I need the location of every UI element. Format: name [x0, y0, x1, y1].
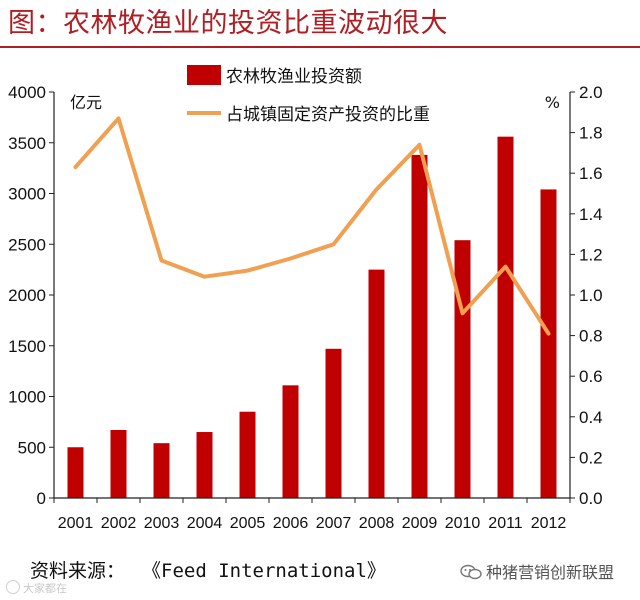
y-left-tick-0: 0 — [37, 489, 46, 508]
x-tick-2002: 2002 — [101, 515, 137, 532]
x-tick-2004: 2004 — [187, 515, 223, 532]
y-right-tick-0.4: 0.4 — [579, 408, 603, 427]
x-tick-2006: 2006 — [273, 515, 309, 532]
bar-2010 — [454, 240, 471, 498]
y-right-tick-1.4: 1.4 — [579, 205, 603, 224]
y-right-tick-0.8: 0.8 — [579, 327, 603, 346]
bar-2012 — [540, 189, 557, 498]
ratio-point-2001 — [75, 166, 76, 168]
bar-2005 — [239, 411, 256, 498]
ratio-point-2011 — [505, 266, 506, 268]
y-right-tick-1.6: 1.6 — [579, 164, 603, 183]
watermark-right-text: 种猪营销创新联盟 — [486, 563, 615, 582]
bar-2002 — [110, 429, 127, 498]
bar-2006 — [282, 385, 299, 498]
y-left-unit: 亿元 — [70, 93, 102, 112]
title-rule — [0, 46, 640, 48]
legend-bar-label: 农林牧渔业投资额 — [226, 67, 362, 87]
bar-2003 — [153, 443, 170, 498]
ratio-point-2007 — [333, 243, 334, 245]
y-left-tick-4000: 4000 — [8, 83, 46, 102]
source-row: 资料来源： 《Feed International》 — [30, 556, 610, 586]
y-right-tick-0.6: 0.6 — [579, 367, 603, 386]
ratio-line — [73, 116, 551, 336]
y-right-tick-1.0: 1.0 — [579, 286, 603, 305]
watermark-left: 大家都在 — [6, 580, 116, 598]
y-left-tick-1000: 1000 — [8, 388, 46, 407]
source-label: 资料来源： — [30, 560, 126, 582]
y-left-tick-3000: 3000 — [8, 185, 46, 204]
ratio-point-2004 — [204, 276, 205, 278]
bar-2001 — [67, 447, 84, 498]
bar-2011 — [497, 136, 514, 498]
y-left-tick-2500: 2500 — [8, 235, 46, 254]
legend-bar-swatch — [187, 65, 221, 85]
ratio-point-2002 — [118, 117, 119, 119]
x-tick-2003: 2003 — [144, 515, 180, 532]
ratio-point-2010 — [462, 312, 463, 314]
x-tick-2009: 2009 — [402, 515, 438, 532]
y-right-tick-2.0: 2.0 — [579, 83, 603, 102]
weibo-icon — [6, 580, 20, 594]
x-tick-2005: 2005 — [230, 515, 266, 532]
y-right-tick-1.2: 1.2 — [579, 245, 603, 264]
ratio-point-2005 — [247, 270, 248, 272]
wechat-icon — [460, 564, 482, 580]
y-left-tick-2000: 2000 — [8, 286, 46, 305]
ratio-point-2006 — [290, 257, 291, 259]
x-tick-2008: 2008 — [359, 515, 395, 532]
y-left-tick-1500: 1500 — [8, 337, 46, 356]
x-tick-2010: 2010 — [445, 515, 481, 532]
x-tick-2012: 2012 — [531, 515, 567, 532]
y-right-tick-0.0: 0.0 — [579, 489, 603, 508]
bar-2008 — [368, 269, 385, 498]
ratio-point-2003 — [161, 259, 162, 261]
ratio-point-2008 — [376, 188, 377, 190]
y-left-tick-3500: 3500 — [8, 134, 46, 153]
y-right-tick-0.2: 0.2 — [579, 448, 603, 467]
page-title: 图：农林牧渔业的投资比重波动很大 — [8, 8, 448, 39]
watermark-right: 种猪营销创新联盟 — [460, 560, 636, 586]
ratio-point-2012 — [548, 333, 549, 335]
x-tick-2011: 2011 — [488, 515, 523, 532]
legend-line-label: 占城镇固定资产投资的比重 — [226, 105, 430, 125]
y-right-unit: % — [545, 93, 560, 112]
bar-2007 — [325, 348, 342, 498]
source-name: 《Feed International》 — [142, 560, 386, 582]
bar-2009 — [411, 154, 428, 498]
bar-2004 — [196, 432, 213, 498]
x-tick-2001: 2001 — [58, 515, 94, 532]
y-right-tick-1.8: 1.8 — [579, 124, 603, 143]
y-left-tick-500: 500 — [18, 438, 46, 457]
investment-chart: 0 500 1000 1500 2000 2500 3000 3500 4000 0.0 0.2 0.… — [8, 65, 603, 532]
watermark-left-text: 大家都在 — [23, 582, 67, 595]
ratio-point-2009 — [419, 144, 420, 146]
x-tick-2007: 2007 — [316, 515, 352, 532]
